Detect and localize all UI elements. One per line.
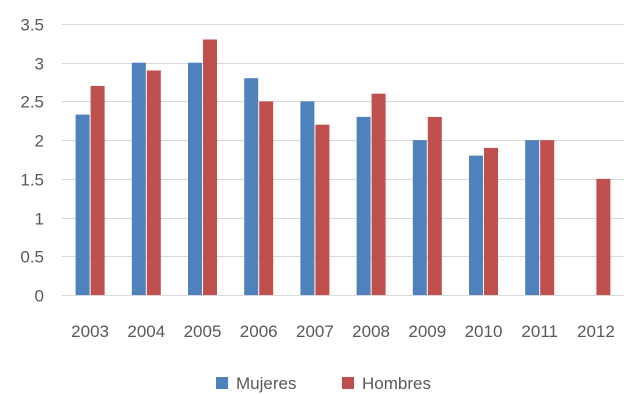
y-tick-label: 0.5 xyxy=(20,248,44,267)
legend-label-hombres: Hombres xyxy=(362,374,431,393)
y-tick-label: 1 xyxy=(35,210,44,229)
bar-mujeres-2007 xyxy=(300,101,315,295)
x-tick-label: 2004 xyxy=(127,322,165,341)
x-tick-label: 2012 xyxy=(577,322,615,341)
x-tick-label: 2008 xyxy=(352,322,390,341)
x-tick-label: 2005 xyxy=(184,322,222,341)
bar-hombres-2012 xyxy=(596,178,611,295)
y-tick-label: 2.5 xyxy=(20,93,44,112)
bar-mujeres-2010 xyxy=(469,155,483,295)
bar-hombres-2007 xyxy=(315,124,330,296)
x-tick-label: 2010 xyxy=(465,322,503,341)
bar-hombres-2008 xyxy=(371,93,386,295)
bar-hombres-2006 xyxy=(259,101,274,295)
bar-mujeres-2006 xyxy=(244,78,259,295)
bar-hombres-2011 xyxy=(540,140,555,295)
bar-hombres-2010 xyxy=(484,147,498,295)
legend-label-mujeres: Mujeres xyxy=(236,374,296,393)
legend: Mujeres Hombres xyxy=(216,374,431,393)
gridlines xyxy=(62,24,624,296)
bar-mujeres-2005 xyxy=(188,62,202,295)
legend-swatch-mujeres xyxy=(216,377,228,389)
x-tick-label: 2009 xyxy=(408,322,446,341)
bar-hombres-2009 xyxy=(427,116,442,296)
x-axis-tick-labels: 2003 2004 2005 2006 2007 2008 2009 2010 2011 2012 xyxy=(71,322,615,341)
y-tick-label: 3 xyxy=(35,55,44,74)
y-tick-label: 0 xyxy=(35,287,44,306)
bars xyxy=(75,39,611,296)
x-tick-label: 2011 xyxy=(521,322,558,341)
x-tick-label: 2006 xyxy=(240,322,278,341)
bar-mujeres-2011 xyxy=(525,140,540,295)
y-tick-label: 2 xyxy=(35,132,44,151)
bar-hombres-2003 xyxy=(90,85,105,295)
bar-mujeres-2004 xyxy=(131,62,146,295)
bar-mujeres-2008 xyxy=(356,116,371,296)
x-tick-label: 2007 xyxy=(296,322,334,341)
y-axis-tick-labels: 0 0.5 1 1.5 2 2.5 3 3.5 xyxy=(20,16,44,306)
x-tick-label: 2003 xyxy=(71,322,109,341)
legend-swatch-hombres xyxy=(342,377,354,389)
y-tick-label: 1.5 xyxy=(20,171,44,190)
bar-hombres-2005 xyxy=(203,39,217,295)
y-tick-label: 3.5 xyxy=(20,16,44,35)
bar-hombres-2004 xyxy=(146,70,161,295)
bar-mujeres-2003 xyxy=(75,114,90,295)
bar-mujeres-2009 xyxy=(412,140,427,295)
